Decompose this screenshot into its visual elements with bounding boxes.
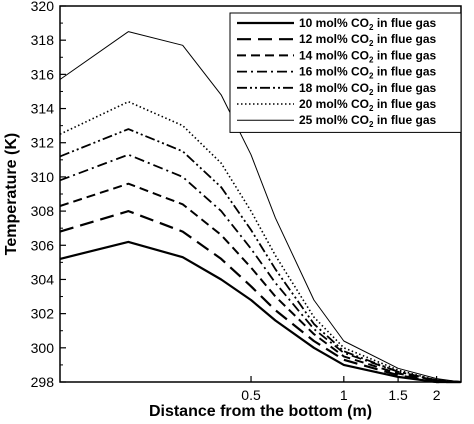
y-tick-label: 304 [31,271,55,287]
y-tick-label: 310 [31,169,55,185]
series-line-3 [59,182,462,383]
series-lines [59,31,462,384]
legend-label: 18 mol% CO2 in flue gas [299,81,436,97]
y-tick-label: 298 [31,374,55,390]
legend-label: 12 mol% CO2 in flue gas [299,32,436,48]
y-tick-label: 318 [31,32,55,48]
y-tick-label: 302 [31,306,55,322]
y-tick-label: 314 [31,101,55,117]
axes: 298 300 302 304 306 308 310 312 314 316 318 320 0.5 1… [31,0,441,403]
series-line-7 [59,31,462,383]
y-tick-label: 312 [31,135,55,151]
series-line-4 [59,153,462,383]
x-tick-label: 2 [433,387,441,403]
x-axis-title: Distance from the bottom (m) [149,403,372,420]
x-tick-label: 1 [340,387,348,403]
series-line-6 [59,100,462,383]
y-tick-label: 300 [31,340,55,356]
legend-label: 20 mol% CO2 in flue gas [299,97,436,113]
legend-label: 25 mol% CO2 in flue gas [299,113,436,129]
y-tick-label: 320 [31,0,55,14]
series-line-1 [59,240,461,384]
legend-box [229,12,462,133]
x-tick-label: 0.5 [241,387,261,403]
y-axis-title: Temperature (K) [3,133,20,255]
legend-label: 10 mol% CO2 in flue gas [299,16,436,32]
legend-label: 16 mol% CO2 in flue gas [299,65,436,81]
series-line-5 [59,128,462,383]
series-line-2 [59,210,461,384]
y-tick-label: 306 [31,237,55,253]
y-tick-label: 308 [31,203,55,219]
y-tick-label: 316 [31,66,55,82]
x-tick-label: 1.5 [388,387,408,403]
legend-label: 14 mol% CO2 in flue gas [299,48,436,64]
